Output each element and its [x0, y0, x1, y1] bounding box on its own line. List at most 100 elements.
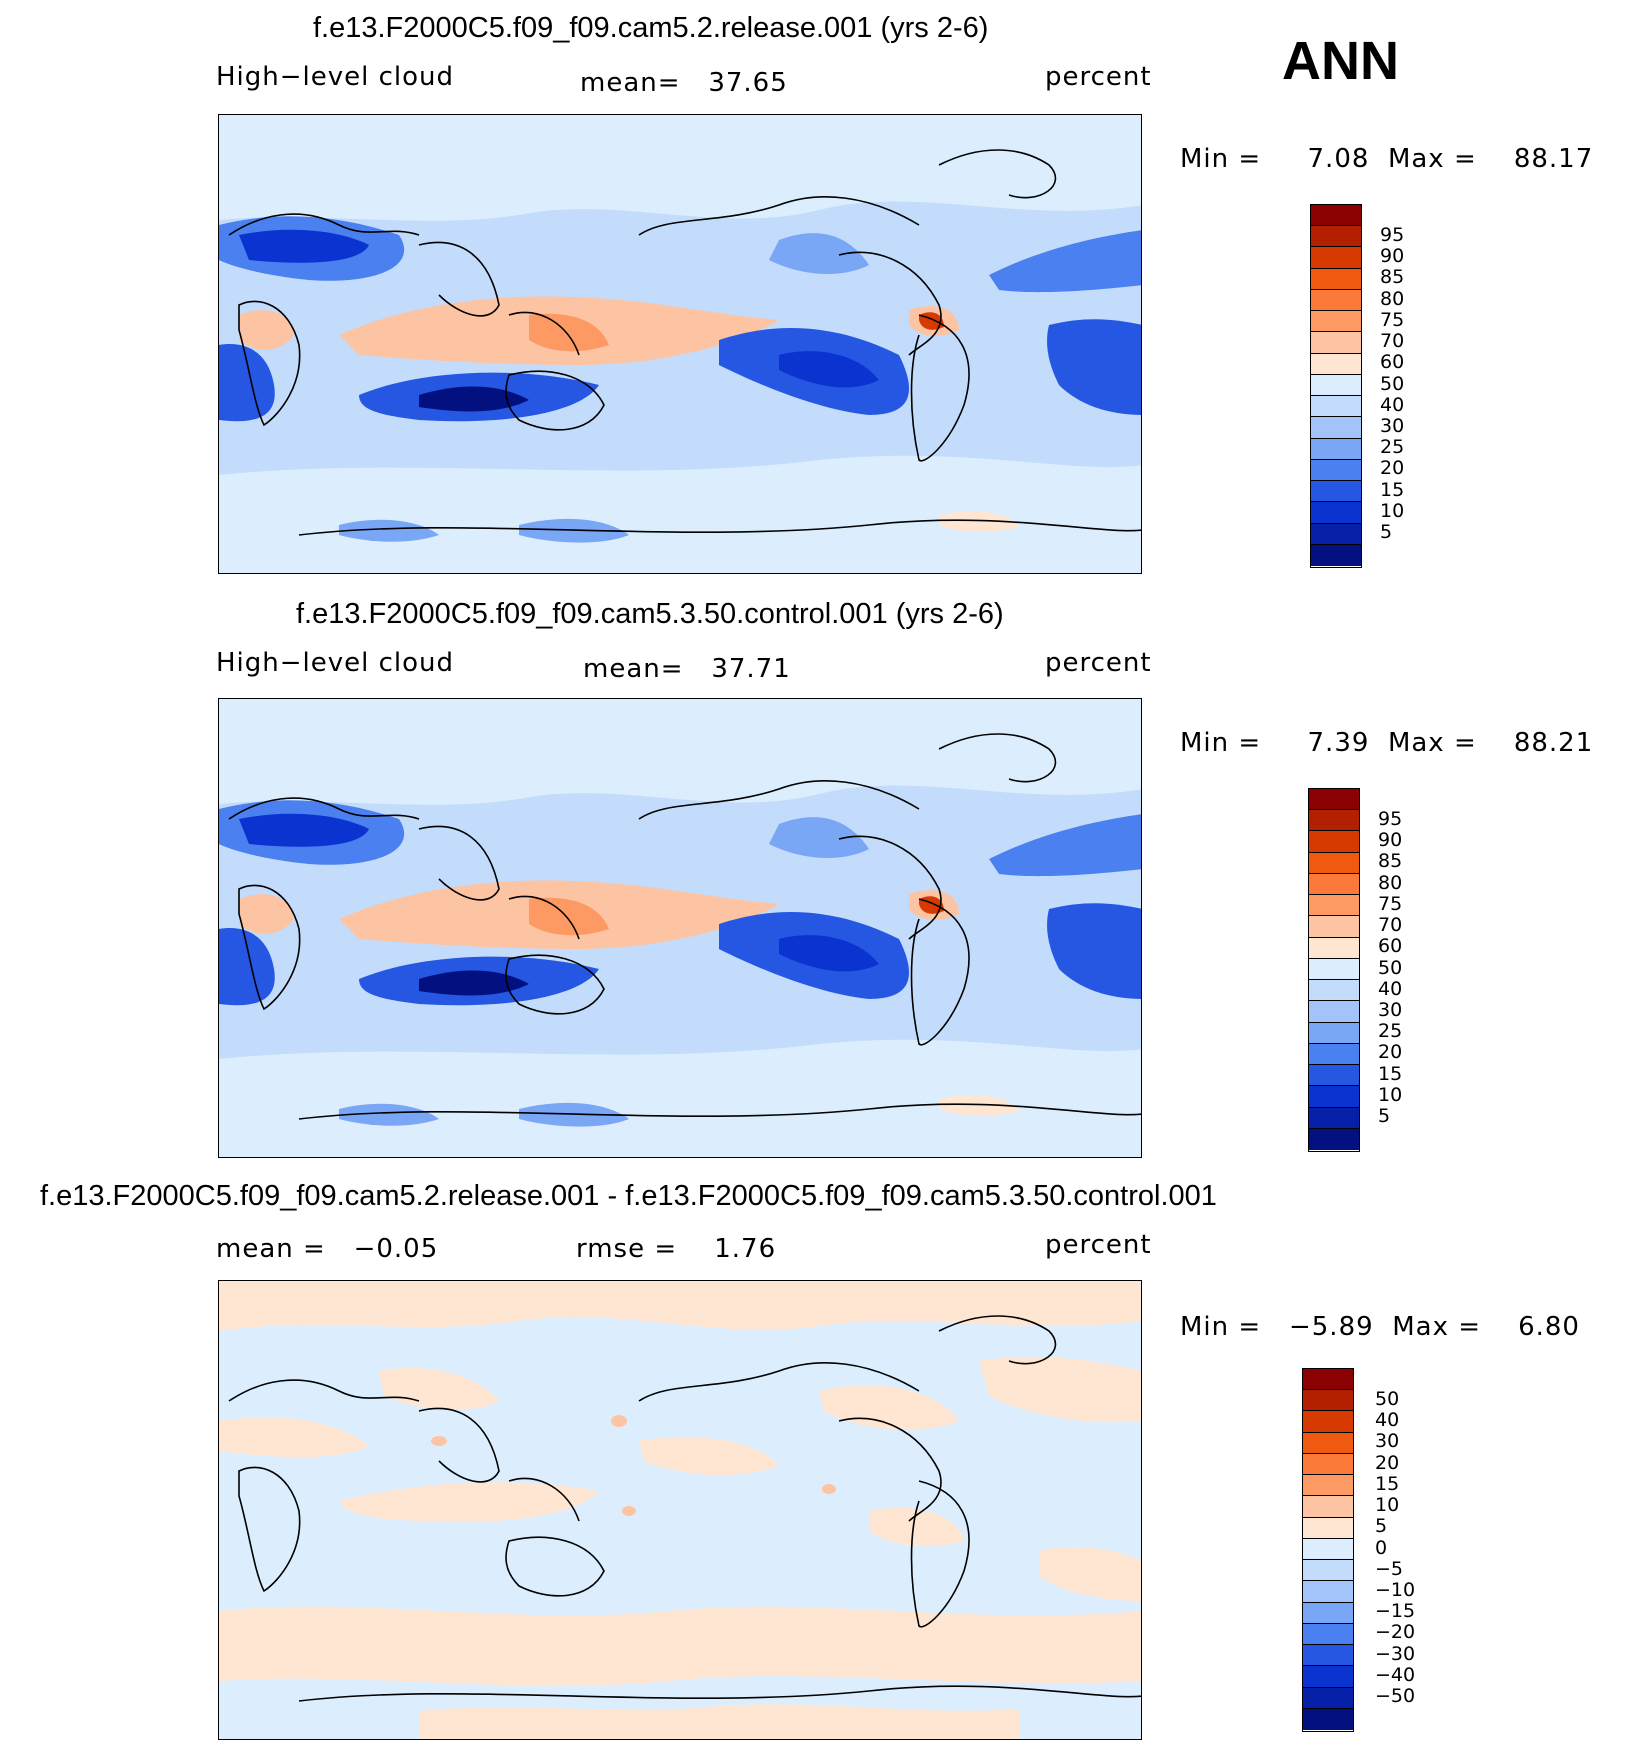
colorbar-tick-label: −5	[1375, 1557, 1404, 1580]
colorbar-tick-label: 25	[1378, 1020, 1403, 1043]
colorbar-tick-label: 20	[1380, 457, 1405, 480]
colorbar-segment	[1309, 916, 1359, 938]
colorbar-segment	[1309, 831, 1359, 853]
colorbar-tick-label: 30	[1380, 414, 1405, 437]
panel-1-units: percent	[1045, 62, 1152, 92]
colorbar-segment	[1309, 1128, 1359, 1150]
colorbar-tick-label: 15	[1375, 1472, 1400, 1495]
colorbar-tick-label: 85	[1378, 850, 1403, 873]
panel-2-title: f.e13.F2000C5.f09_f09.cam5.3.50.control.…	[296, 598, 1004, 630]
colorbar-segment	[1303, 1645, 1353, 1667]
colorbar-segment	[1303, 1687, 1353, 1709]
colorbar-segment	[1311, 438, 1361, 460]
colorbar-segment	[1311, 247, 1361, 269]
colorbar-segment	[1311, 502, 1361, 524]
colorbar-tick-label: 15	[1380, 478, 1405, 501]
colorbar-tick-label: 80	[1380, 287, 1405, 310]
colorbar-segment	[1309, 1086, 1359, 1108]
colorbar-segment	[1309, 789, 1359, 811]
colorbar-tick-label: 40	[1375, 1409, 1400, 1432]
panel-3-units: percent	[1045, 1230, 1152, 1260]
colorbar-segment	[1303, 1666, 1353, 1688]
panel-3-mean-label: mean = −0.05	[216, 1234, 439, 1264]
panel-1-variable-label: High−level cloud	[216, 62, 455, 92]
colorbar-segment	[1311, 481, 1361, 503]
colorbar-tick-label: 40	[1378, 977, 1403, 1000]
colorbar-tick-label: 5	[1380, 521, 1393, 544]
season-label: ANN	[1282, 31, 1399, 91]
panel-2-variable-label: High−level cloud	[216, 648, 455, 678]
panel-3-mean-value: −0.05	[353, 1234, 439, 1264]
colorbar-tick-label: 5	[1378, 1105, 1391, 1128]
colorbar-segment	[1303, 1602, 1353, 1624]
colorbar-segment	[1303, 1581, 1353, 1603]
colorbar-segment	[1309, 1001, 1359, 1023]
panel-2-units: percent	[1045, 648, 1152, 678]
colorbar-segment	[1303, 1390, 1353, 1412]
colorbar-tick-label: 15	[1378, 1062, 1403, 1085]
colorbar-segment	[1309, 810, 1359, 832]
colorbar-tick-label: 70	[1378, 914, 1403, 937]
colorbar-segment	[1311, 268, 1361, 290]
panel-2-minmax: Min = 7.39 Max = 88.21	[1180, 728, 1594, 758]
colorbar-segment	[1303, 1560, 1353, 1582]
panel-1-map	[218, 114, 1142, 574]
colorbar-segment	[1309, 873, 1359, 896]
colorbar-segment	[1303, 1517, 1353, 1539]
colorbar-tick-label: 10	[1375, 1494, 1400, 1517]
colorbar-segment	[1303, 1432, 1353, 1454]
colorbar-tick-label: −50	[1375, 1685, 1416, 1708]
panel-2-colorbar	[1308, 788, 1360, 1152]
colorbar-tick-label: 20	[1378, 1041, 1403, 1064]
panel-3-colorbar	[1302, 1368, 1354, 1732]
colorbar-tick-label: 20	[1375, 1451, 1400, 1474]
colorbar-segment	[1309, 958, 1359, 981]
colorbar-segment	[1311, 332, 1361, 354]
colorbar-segment	[1311, 226, 1361, 248]
colorbar-segment	[1311, 353, 1361, 375]
colorbar-tick-label: 10	[1380, 499, 1405, 522]
colorbar-tick-label: 50	[1375, 1387, 1400, 1410]
colorbar-tick-label: 5	[1375, 1515, 1388, 1538]
colorbar-tick-label: 90	[1378, 829, 1403, 852]
colorbar-tick-label: 75	[1378, 892, 1403, 915]
colorbar-segment	[1311, 417, 1361, 439]
colorbar-segment	[1309, 1022, 1359, 1044]
panel-1-mean-label: mean= 37.65	[580, 68, 788, 98]
colorbar-tick-label: 60	[1378, 935, 1403, 958]
colorbar-tick-label: 25	[1380, 436, 1405, 459]
panel-3-rmse-value: 1.76	[714, 1234, 777, 1264]
panel-3-map	[218, 1280, 1142, 1740]
colorbar-tick-label: 0	[1375, 1536, 1388, 1559]
panel-3-title: f.e13.F2000C5.f09_f09.cam5.2.release.001…	[40, 1180, 1217, 1212]
panel-1-min-value: 7.08	[1307, 144, 1370, 174]
panel-1-mean-value: 37.65	[708, 68, 788, 98]
colorbar-tick-label: 30	[1378, 998, 1403, 1021]
panel-2-min-value: 7.39	[1307, 728, 1370, 758]
panel-1-colorbar	[1310, 204, 1362, 568]
colorbar-tick-label: 85	[1380, 266, 1405, 289]
colorbar-tick-label: 10	[1378, 1083, 1403, 1106]
colorbar-tick-label: 70	[1380, 330, 1405, 353]
colorbar-tick-label: 50	[1380, 372, 1405, 395]
colorbar-segment	[1303, 1623, 1353, 1646]
panel-2-max-value: 88.21	[1513, 728, 1594, 758]
colorbar-segment	[1309, 1043, 1359, 1066]
panel-3-min-value: −5.89	[1288, 1312, 1374, 1342]
colorbar-segment	[1309, 937, 1359, 959]
panel-2-mean-label: mean= 37.71	[583, 654, 791, 684]
colorbar-segment	[1309, 980, 1359, 1002]
panel-3-max-value: 6.80	[1518, 1312, 1580, 1342]
colorbar-tick-label: 30	[1375, 1430, 1400, 1453]
colorbar-tick-label: −15	[1375, 1600, 1416, 1623]
panel-2-map	[218, 698, 1142, 1158]
colorbar-tick-label: −10	[1375, 1578, 1416, 1601]
colorbar-segment	[1303, 1708, 1353, 1730]
colorbar-segment	[1311, 523, 1361, 545]
colorbar-segment	[1309, 895, 1359, 917]
colorbar-tick-label: −20	[1375, 1621, 1416, 1644]
colorbar-segment	[1311, 396, 1361, 418]
colorbar-tick-label: 80	[1378, 871, 1403, 894]
colorbar-tick-label: 50	[1378, 956, 1403, 979]
panel-3-rmse-label: rmse = 1.76	[576, 1234, 777, 1264]
